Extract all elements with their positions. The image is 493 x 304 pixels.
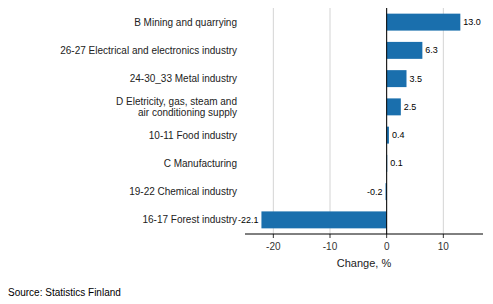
category-label: 10-11 Food industry [149,130,237,141]
category-label-line: D Eletricity, gas, steam and [116,96,237,107]
data-label: -22.1 [238,215,259,225]
data-label: 2.5 [404,102,417,112]
tick-mark [273,234,274,238]
bar [387,70,407,87]
data-label: -0.2 [367,187,383,197]
data-label: 0.4 [392,130,405,140]
grid-line [330,8,331,234]
category-label-line: 19-22 Chemical industry [129,186,237,197]
grid [273,8,443,234]
category-label: B Mining and quarrying [134,17,237,28]
bar [387,42,423,59]
category-label-line: 16-17 Forest industry [143,214,238,225]
tick-label: -20 [266,241,281,252]
tick-label: 0 [384,241,390,252]
category-label: 24-30_33 Metal industry [130,73,237,84]
data-label: 3.5 [410,74,423,84]
data-label: 0.1 [390,158,403,168]
category-label-line: 24-30_33 Metal industry [130,73,237,84]
category-label: 16-17 Forest industry [143,214,238,225]
category-label: 26-27 Electrical and electronics industr… [60,45,237,56]
tick-mark [443,234,444,238]
annotation: Source: Statistics Finland [8,287,121,298]
category-label: D Eletricity, gas, steam andair conditio… [116,96,237,118]
data-label: 13.0 [463,17,481,27]
bar [261,211,386,228]
grid-line [443,8,444,234]
category-label-line: 10-11 Food industry [149,130,237,141]
chart: -20 -10 0 10 -22.1 -0.2 0.1 0.4 2.5 3.5 6.3 13.0 16-… [0,0,493,304]
category-label-line: air conditioning supply [138,107,237,118]
zero-line [386,8,387,234]
category-label: 19-22 Chemical industry [129,186,237,197]
category-label-line: B Mining and quarrying [134,17,237,28]
x-axis-label: Change, % [337,257,392,269]
tick-mark [386,234,387,238]
category-label-line: 26-27 Electrical and electronics industr… [60,45,237,56]
bars [261,14,460,229]
grid-line [386,8,387,234]
tick-label: 10 [438,241,450,252]
x-axis-line [245,234,483,235]
tick-mark [330,234,331,238]
bar [387,14,461,31]
data-label: 6.3 [425,45,438,55]
bar [387,98,401,115]
tick-label: -10 [323,241,338,252]
grid-line [273,8,274,234]
category-label-line: C Manufacturing [164,158,237,169]
category-label: C Manufacturing [164,158,237,169]
